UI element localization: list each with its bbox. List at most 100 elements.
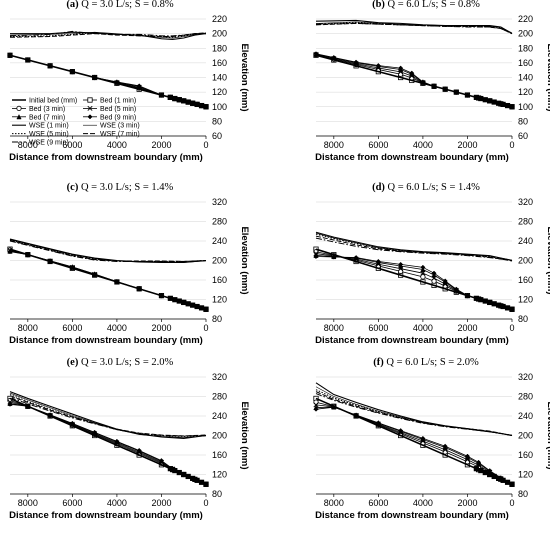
x-tick-label: 2000 [457,140,477,150]
x-tick-label: 4000 [413,323,433,333]
initial-bed-point [181,471,187,478]
x-tick-label: 4000 [107,323,127,333]
initial-bed-point [482,298,488,304]
y-tick-label: 200 [518,29,533,39]
bed-point [7,249,13,255]
legend-marker [87,114,93,120]
y-tick-label: 180 [518,43,533,53]
panel-title: (a) Q = 3.0 L/s; S = 0.8% [66,0,173,10]
x-tick-label: 4000 [413,140,433,150]
y-tick-label: 240 [518,236,533,246]
y-tick-label: 160 [212,450,227,460]
y-tick-label: 100 [518,102,533,112]
x-tick-label: 6000 [368,498,388,508]
initial-bed-point [190,100,196,106]
legend-label: WSE (9 min) [29,140,69,147]
legend-label: Bed (3 min) [29,106,65,113]
y-tick-label: 120 [518,87,533,97]
bed-point [442,443,448,449]
initial-bed-point [478,297,484,303]
wse-line-1min [9,391,207,439]
bed-point [92,271,98,277]
legend-label: Initial bed (mm) [29,98,77,105]
x-axis-label: Distance from downstream boundary (mm) [9,152,203,163]
bed-point [420,264,426,270]
initial-bed-point [167,94,173,100]
wse-line-5min [315,389,513,436]
initial-bed-point [194,303,200,310]
panel-e: 80 120 160 200 240 280 320 8000 6000 4000 2000 0Dis… [7,357,250,521]
initial-bed-point [473,94,479,100]
y-tick-label: 320 [518,197,533,207]
legend-label: WSE (3 min) [100,123,140,130]
y-tick-label: 160 [518,275,533,285]
bed-point [7,401,13,407]
y-tick-label: 320 [518,372,533,382]
y-axis-label: Elevation (mm) [239,43,250,111]
x-tick-label: 4000 [107,140,127,150]
bed-point [431,270,437,276]
wse-line-7min [315,22,513,35]
y-tick-label: 200 [212,256,227,266]
initial-bed-point [172,467,178,474]
y-axis-label: Elevation (mm) [239,401,250,469]
initial-bed-point [487,98,493,104]
legend-marker [87,105,93,111]
wse-line-9min [315,237,513,261]
initial-bed-point [482,97,488,103]
x-tick-label: 0 [509,498,514,508]
initial-bed-point [504,102,511,109]
initial-bed-point [509,306,515,312]
x-tick-label: 2000 [457,323,477,333]
initial-bed-point [491,301,497,307]
bed-point [420,435,426,441]
initial-bed-point [194,101,200,108]
x-axis-label: Distance from downstream boundary (mm) [9,335,203,346]
y-tick-label: 80 [518,314,528,324]
initial-bed-point [190,302,196,308]
y-tick-label: 120 [212,87,227,97]
initial-bed-point [198,102,205,109]
y-tick-label: 80 [212,116,222,126]
y-axis-label: Elevation (mm) [239,226,250,294]
initial-bed-point [185,99,191,105]
initial-bed-point [482,469,488,476]
x-tick-label: 4000 [413,498,433,508]
bed-point [92,429,98,435]
x-tick-label: 8000 [18,323,38,333]
wse-line-1min [315,231,513,262]
initial-bed-point [491,473,497,480]
bed-point [398,428,404,434]
legend-label: Bed (1 min) [100,98,136,105]
y-tick-label: 60 [212,131,222,141]
x-tick-label: 2000 [151,498,171,508]
bed-point [353,59,359,65]
panel-a: 60 80 100 120 140 160 180 200 220 8000 6000 4000 200… [7,0,250,163]
x-tick-label: 8000 [18,140,38,150]
panel-f: 80 120 160 200 240 280 320 8000 6000 4000 2000 0Dis… [313,357,550,521]
initial-bed-point [167,295,173,301]
legend-label: WSE (7 min) [100,131,140,138]
bed-point [136,447,142,454]
x-axis-label: Distance from downstream boundary (mm) [9,510,203,521]
y-tick-label: 140 [212,73,227,83]
y-tick-label: 160 [212,58,227,68]
bed-point [464,453,471,459]
x-tick-label: 0 [203,498,208,508]
x-tick-label: 8000 [324,323,344,333]
initial-bed-point [167,466,173,472]
bed-point [398,65,404,71]
panel-d: 80 120 160 200 240 280 320 8000 6000 4000 2000 0Dis… [313,182,550,346]
y-tick-label: 80 [212,314,222,324]
y-axis-label: Elevation (mm) [545,43,550,111]
initial-bed-point [478,467,484,474]
bed-point [398,261,404,267]
bed-point [409,70,415,76]
initial-bed-point [176,298,182,304]
initial-bed-point [478,95,484,102]
initial-bed-point [172,95,178,102]
bed-point [375,258,381,265]
bed-point [114,438,120,444]
wse-line-7min [315,391,513,436]
